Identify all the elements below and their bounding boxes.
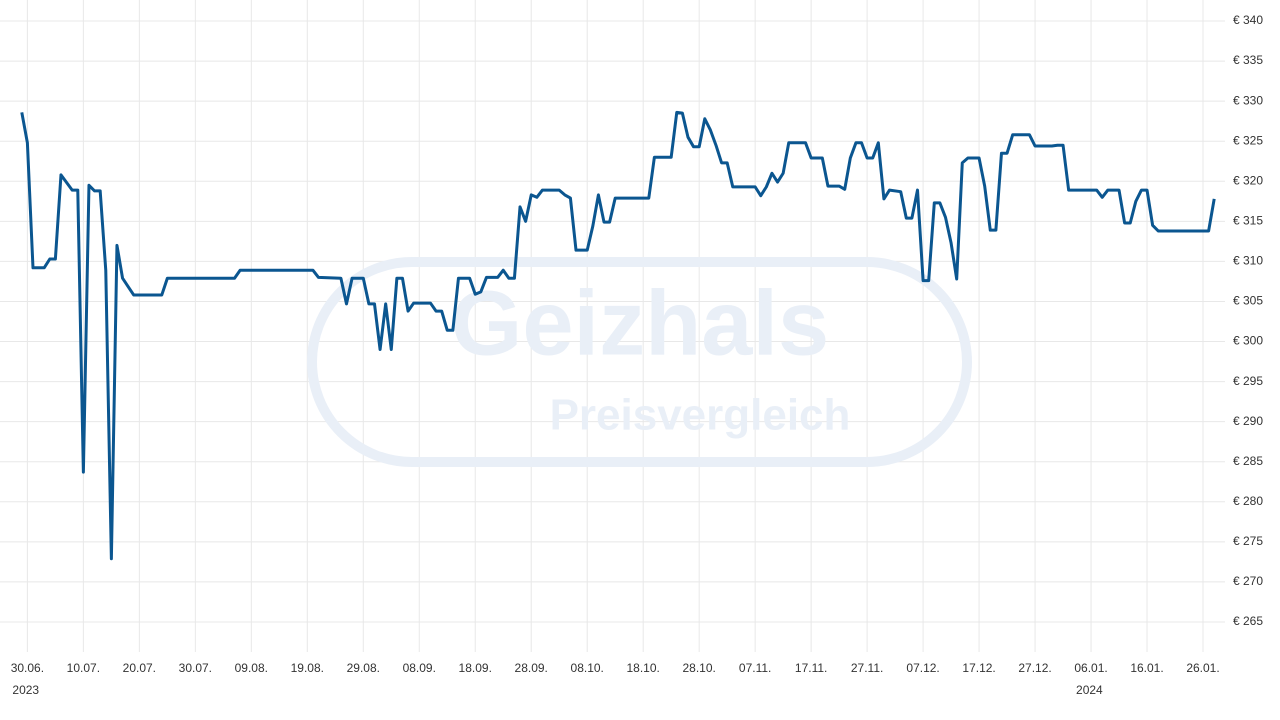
y-tick-label: € 335 <box>1233 53 1263 67</box>
x-tick-label: 08.09. <box>403 661 436 675</box>
x-tick-label: 18.09. <box>459 661 492 675</box>
x-tick-label: 18.10. <box>627 661 660 675</box>
x-tick-label: 06.01. <box>1074 661 1107 675</box>
x-tick-label: 20.07. <box>123 661 156 675</box>
grid <box>0 0 1225 652</box>
x-tick-label: 30.07. <box>179 661 212 675</box>
y-tick-label: € 275 <box>1233 534 1263 548</box>
y-tick-label: € 340 <box>1233 13 1263 27</box>
x-tick-label: 28.09. <box>515 661 548 675</box>
y-tick-label: € 270 <box>1233 574 1263 588</box>
y-tick-label: € 330 <box>1233 93 1263 107</box>
y-tick-label: € 285 <box>1233 454 1263 468</box>
y-tick-label: € 305 <box>1233 294 1263 308</box>
watermark-brand: Geizhals <box>451 272 829 374</box>
x-tick-label: 07.11. <box>739 661 771 675</box>
x-tick-label: 16.01. <box>1130 661 1163 675</box>
y-tick-label: € 265 <box>1233 614 1263 628</box>
x-tick-label: 09.08. <box>235 661 268 675</box>
y-tick-label: € 300 <box>1233 334 1263 348</box>
x-tick-label: 17.11. <box>795 661 827 675</box>
x-tick-label: 17.12. <box>962 661 995 675</box>
y-tick-label: € 290 <box>1233 414 1263 428</box>
x-tick-label: 29.08. <box>347 661 380 675</box>
x-tick-label: 27.12. <box>1018 661 1051 675</box>
y-tick-label: € 280 <box>1233 494 1263 508</box>
price-line <box>20 110 1216 561</box>
x-tick-label: 28.10. <box>682 661 715 675</box>
x-tick-label: 08.10. <box>571 661 604 675</box>
x-tick-label: 10.07. <box>67 661 100 675</box>
y-tick-label: € 325 <box>1233 133 1263 147</box>
watermark-sub: Preisvergleich <box>550 391 851 440</box>
y-tick-label: € 320 <box>1233 173 1263 187</box>
watermark-frame <box>307 257 972 467</box>
x-tick-label: 30.06. <box>11 661 44 675</box>
y-tick-label: € 315 <box>1233 214 1263 228</box>
x-tick-label: 27.11. <box>851 661 883 675</box>
y-tick-label: € 295 <box>1233 374 1263 388</box>
year-label: 2024 <box>1076 683 1103 697</box>
x-tick-label: 19.08. <box>291 661 324 675</box>
x-tick-label: 26.01. <box>1186 661 1219 675</box>
x-tick-label: 07.12. <box>906 661 939 675</box>
y-tick-label: € 310 <box>1233 254 1263 268</box>
watermark: Geizhals Preisvergleich <box>307 257 972 467</box>
year-label: 2023 <box>12 683 39 697</box>
